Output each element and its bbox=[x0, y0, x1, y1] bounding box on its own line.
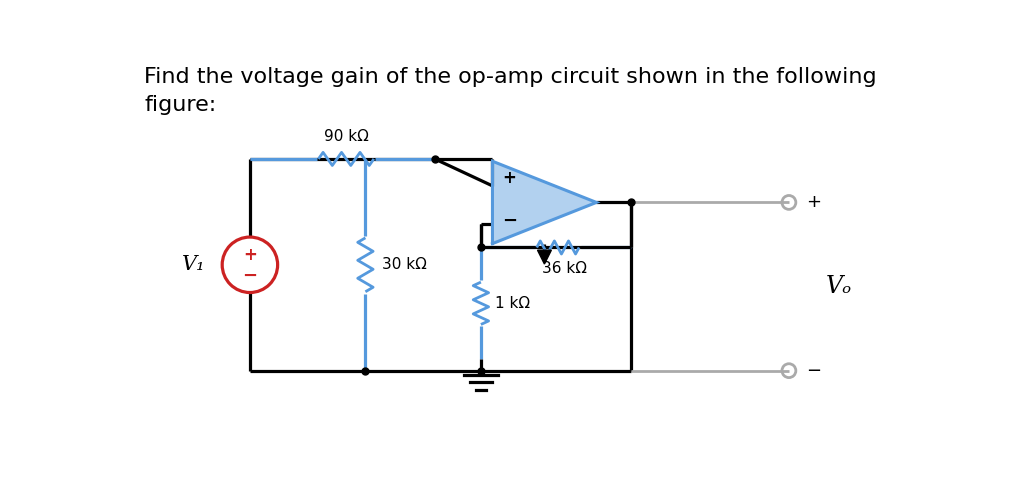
Text: 36 kΩ: 36 kΩ bbox=[542, 262, 587, 276]
Text: 30 kΩ: 30 kΩ bbox=[382, 258, 427, 272]
Text: V₁: V₁ bbox=[181, 256, 205, 274]
Polygon shape bbox=[493, 161, 596, 243]
Text: −: − bbox=[243, 267, 257, 285]
Text: −: − bbox=[806, 362, 821, 380]
Text: +: + bbox=[806, 194, 821, 211]
Text: +: + bbox=[503, 169, 516, 187]
Text: −: − bbox=[502, 212, 517, 229]
Text: Vₒ: Vₒ bbox=[826, 275, 852, 298]
Text: Find the voltage gain of the op-amp circuit shown in the following: Find the voltage gain of the op-amp circ… bbox=[144, 66, 877, 87]
Text: +: + bbox=[243, 246, 257, 264]
Text: figure:: figure: bbox=[144, 95, 217, 115]
Polygon shape bbox=[538, 250, 551, 264]
Text: 90 kΩ: 90 kΩ bbox=[324, 129, 369, 143]
Text: 1 kΩ: 1 kΩ bbox=[495, 296, 529, 311]
